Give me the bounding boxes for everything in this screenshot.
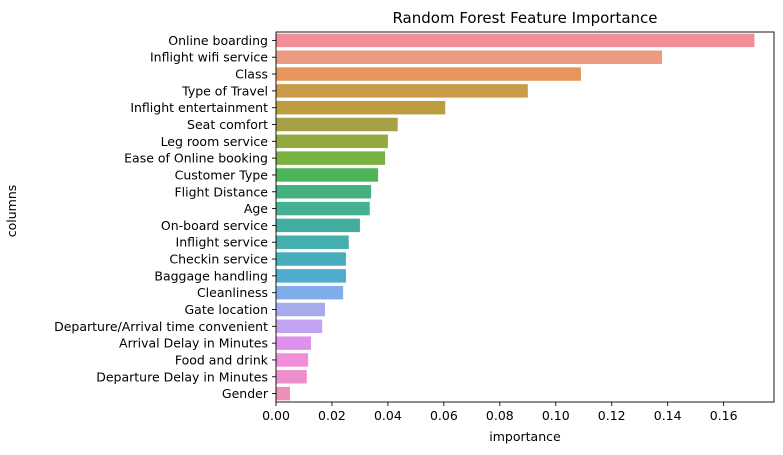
bar xyxy=(276,134,388,149)
y-tick-label: Food and drink xyxy=(175,352,269,367)
y-tick-label: Leg room service xyxy=(161,134,269,149)
bar xyxy=(276,370,307,384)
bar xyxy=(276,67,581,81)
bar xyxy=(276,84,528,98)
x-tick-label: 0.06 xyxy=(430,408,458,423)
bar xyxy=(276,336,311,350)
plot-frame xyxy=(275,31,775,403)
y-axis-label: columns xyxy=(4,185,19,238)
x-tick-label: 0.00 xyxy=(262,408,290,423)
y-axis-ticks: Online boarding Inflight wifi service Clas… xyxy=(54,33,276,401)
y-tick-label: Flight Distance xyxy=(174,184,268,199)
y-tick-label: Seat comfort xyxy=(187,117,268,132)
bar xyxy=(276,218,360,233)
y-tick-label: Baggage handling xyxy=(154,268,268,283)
bar xyxy=(276,353,309,367)
y-tick-label: Ease of Online booking xyxy=(124,151,268,166)
y-tick-label: Gender xyxy=(222,386,269,401)
y-tick-label: Age xyxy=(244,201,268,216)
y-tick-label: Inflight service xyxy=(176,235,269,250)
x-tick-label: 0.14 xyxy=(654,408,682,423)
y-tick-label: Checkin service xyxy=(169,252,268,267)
bar xyxy=(276,33,755,48)
bar xyxy=(276,168,379,182)
x-tick-label: 0.16 xyxy=(710,408,738,423)
bar xyxy=(276,185,372,199)
y-tick-label: Inflight wifi service xyxy=(150,50,268,65)
x-axis-ticks: 0.00 0.02 0.04 0.06 0.08 0.10 0.12 0.14 0.16 xyxy=(262,402,738,423)
y-tick-label: Departure Delay in Minutes xyxy=(96,369,268,384)
bar xyxy=(276,386,290,401)
x-axis-label: importance xyxy=(489,429,561,444)
chart-title: Random Forest Feature Importance xyxy=(392,9,657,27)
y-tick-label: Inflight entertainment xyxy=(130,100,268,115)
y-tick-label: On-board service xyxy=(161,218,268,233)
y-tick-label: Customer Type xyxy=(175,167,269,182)
y-tick-label: Gate location xyxy=(184,302,268,317)
bar xyxy=(276,50,663,64)
bar xyxy=(276,252,346,266)
y-tick-label: Departure/Arrival time convenient xyxy=(54,319,268,334)
y-tick-label: Type of Travel xyxy=(181,83,268,98)
bar xyxy=(276,319,323,334)
y-tick-label: Cleanliness xyxy=(197,285,268,300)
bar xyxy=(276,235,349,249)
x-tick-label: 0.10 xyxy=(542,408,570,423)
bar xyxy=(276,151,386,165)
bar xyxy=(276,201,370,216)
bar xyxy=(276,100,446,115)
y-tick-label: Online boarding xyxy=(168,33,268,48)
y-tick-label: Arrival Delay in Minutes xyxy=(119,336,268,351)
bar xyxy=(276,117,398,132)
x-tick-label: 0.08 xyxy=(486,408,514,423)
bar xyxy=(276,269,346,283)
x-tick-label: 0.02 xyxy=(318,408,346,423)
y-tick-label: Class xyxy=(235,67,268,82)
bar xyxy=(276,285,344,300)
x-tick-label: 0.04 xyxy=(374,408,402,423)
x-tick-label: 0.12 xyxy=(598,408,626,423)
bars xyxy=(276,33,755,401)
bar xyxy=(276,302,325,317)
